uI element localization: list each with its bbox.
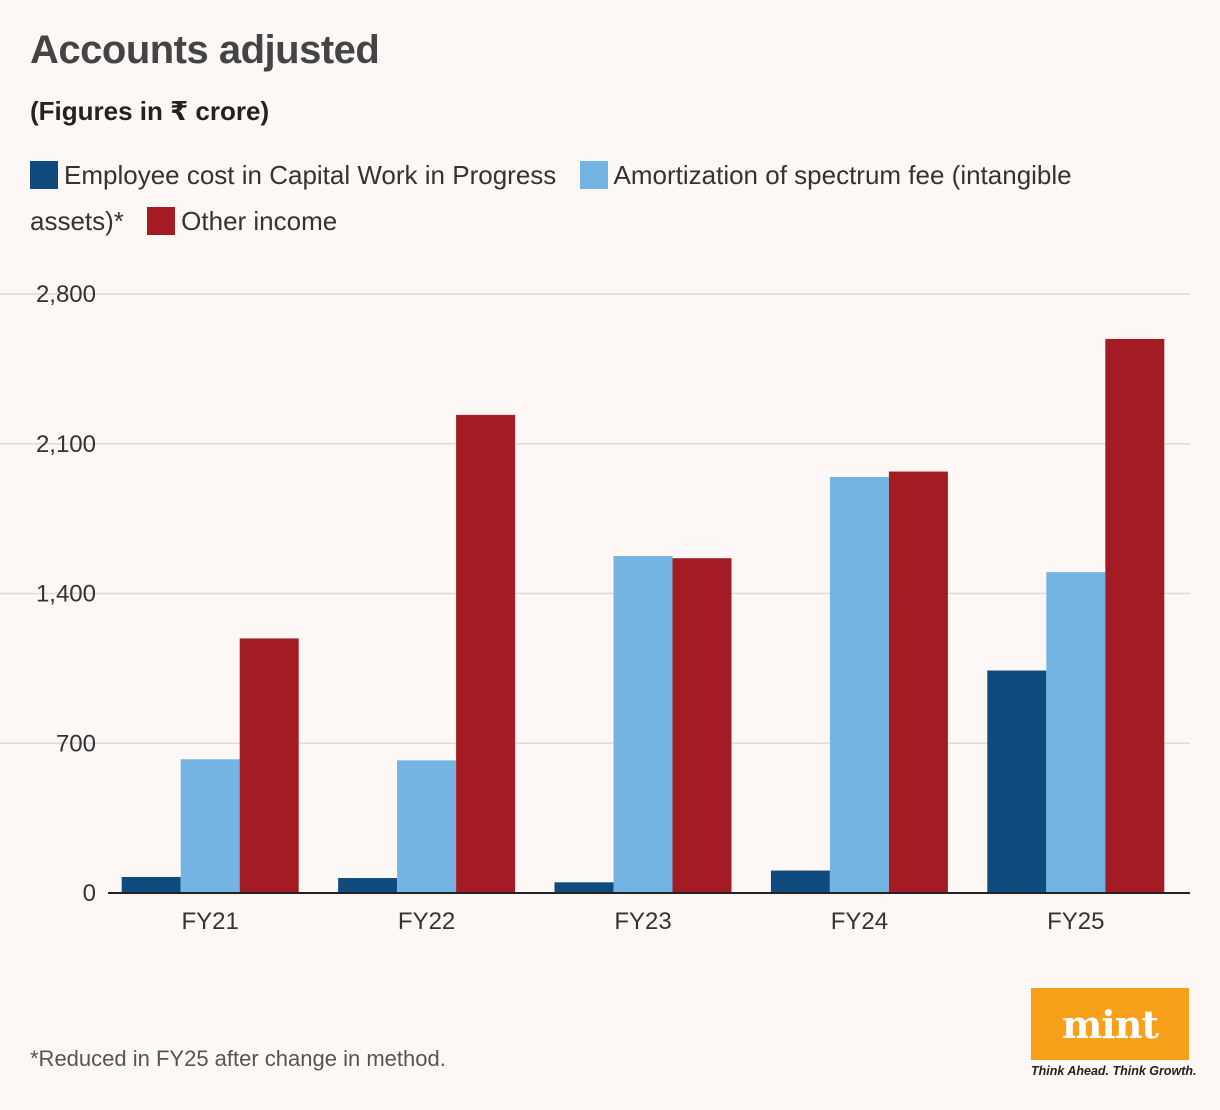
legend: Employee cost in Capital Work in Progres…	[30, 152, 1170, 244]
x-tick-label-fy22: FY22	[398, 908, 455, 935]
bar-fy23-series-0	[554, 882, 614, 893]
x-tick-label-fy21: FY21	[182, 908, 239, 935]
bar-fy22-series-0	[338, 878, 398, 893]
x-tick-label-fy23: FY23	[614, 908, 671, 935]
x-tick-label-fy24: FY24	[831, 908, 888, 935]
bar-fy21-series-2	[239, 638, 299, 893]
mint-logo-text: mint	[1062, 1001, 1159, 1047]
bar-fy21-series-1	[180, 759, 240, 893]
legend-item-employee-cost: Employee cost in Capital Work in Progres…	[30, 160, 556, 190]
bar-fy25-series-1	[1046, 572, 1106, 893]
x-tick-label-fy25: FY25	[1047, 908, 1104, 935]
footnote: *Reduced in FY25 after change in method.	[30, 1046, 446, 1071]
bar-chart: 0 700 1,400 2,100 2,800 FY21 FY22 FY23 FY24 FY25	[0, 281, 1190, 935]
bar-fy24-series-2	[888, 471, 948, 893]
y-tick-label-1400: 1,400	[36, 581, 96, 608]
bar-fy23-series-2	[672, 558, 732, 893]
legend-swatch-amortization	[579, 161, 608, 189]
bar-fy24-series-0	[770, 870, 830, 893]
y-tick-label-0: 0	[83, 880, 96, 907]
legend-item-other-income: Other income	[147, 206, 337, 236]
y-tick-label-700: 700	[56, 730, 96, 757]
mint-logo: mint	[1031, 988, 1189, 1060]
chart-subtitle: (Figures in ₹ crore)	[30, 96, 270, 126]
y-tick-label-2100: 2,100	[36, 431, 96, 458]
bar-fy24-series-1	[829, 476, 889, 893]
legend-label-other-income: Other income	[181, 206, 338, 236]
legend-label-employee-cost: Employee cost in Capital Work in Progres…	[64, 160, 557, 190]
legend-swatch-employee-cost	[30, 161, 58, 189]
bar-fy21-series-0	[121, 876, 181, 893]
legend-swatch-other-income	[147, 207, 176, 235]
y-tick-label-2800: 2,800	[36, 281, 96, 308]
legend-label-amortization: Amortization of spectrum fee (intangible…	[30, 160, 1072, 236]
chart-title: Accounts adjusted	[30, 28, 380, 72]
legend-item-amortization: Amortization of spectrum fee (intangible…	[30, 160, 1072, 236]
bar-fy22-series-2	[456, 414, 516, 893]
bar-fy22-series-1	[397, 760, 457, 893]
bar-fy23-series-1	[613, 556, 673, 893]
brand-tagline: Think Ahead. Think Growth.	[1031, 1064, 1197, 1078]
bar-fy25-series-0	[987, 670, 1047, 893]
bar-fy25-series-2	[1105, 338, 1165, 893]
